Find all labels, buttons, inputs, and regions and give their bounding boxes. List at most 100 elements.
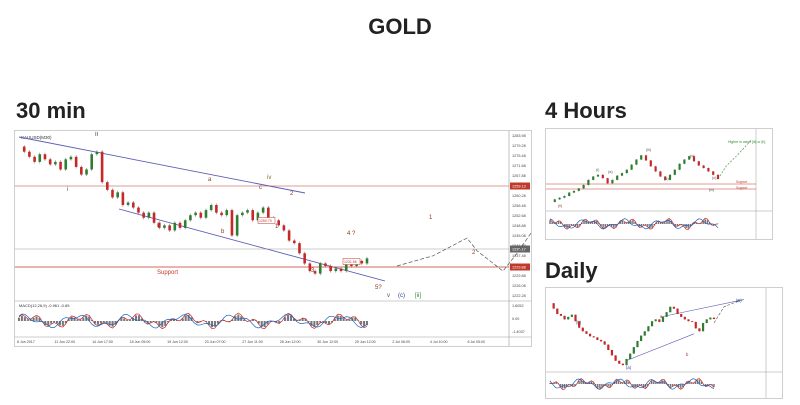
candle (654, 166, 657, 172)
wave-label: c (259, 185, 262, 191)
candle (365, 258, 369, 264)
candle (282, 225, 286, 231)
candle (650, 321, 654, 327)
price-tag-label: 1229.88 (512, 266, 526, 270)
price-tick-label: 1256.48 (512, 204, 526, 208)
inline-value-box (257, 217, 276, 224)
candle (625, 169, 628, 174)
candle (672, 306, 676, 309)
candle (643, 331, 646, 336)
trend-line (660, 299, 745, 318)
macd-tick-label: 1.6052 (512, 304, 524, 308)
price-tag-label: 1259.13 (512, 185, 526, 189)
candle (588, 333, 592, 337)
time-tick-label: 29 Jun 12:00 (355, 340, 376, 344)
price-tick-label: 1283.98 (512, 134, 526, 138)
candle (640, 335, 643, 341)
wave-label: 3 (311, 268, 315, 274)
candle (630, 164, 633, 170)
price-tick-label: 1248.88 (512, 224, 526, 228)
candle (277, 220, 281, 226)
candle (38, 154, 42, 162)
wave-label: (B) (736, 298, 742, 303)
candle (673, 169, 676, 175)
macd-tick-label: -1.4037 (512, 330, 525, 334)
candle (712, 171, 715, 175)
candle (669, 306, 672, 313)
support-label: Support (157, 270, 178, 276)
wave-label: 4 ? (347, 231, 356, 237)
wave-label: (iii) (646, 148, 652, 152)
wave-label: iii (157, 223, 161, 229)
candle (582, 184, 585, 189)
candle (644, 155, 648, 161)
candle (230, 210, 234, 236)
candle (599, 339, 603, 342)
candle (116, 192, 119, 198)
candle (668, 174, 672, 180)
candle (308, 263, 312, 272)
candle (251, 210, 255, 221)
wave-label: (c) (690, 154, 695, 158)
wave-label: 1 (429, 215, 433, 221)
candle (707, 168, 710, 172)
candle (287, 230, 291, 241)
price-tag (510, 182, 530, 190)
candle (661, 316, 665, 322)
candle (621, 363, 624, 366)
candle (688, 156, 691, 160)
candle (570, 314, 573, 317)
annotation-4h: Higher in wave [iii] or [b] (728, 140, 765, 144)
time-tick-label: 14 Jun 17:00 (92, 340, 113, 344)
candle (246, 210, 249, 213)
time-tick-label: 27 Jun 11:00 (242, 340, 263, 344)
macd-4h-signal (549, 217, 719, 230)
candle (33, 156, 36, 162)
candle (556, 308, 559, 314)
macd-label: MACD(12,26,9) -0.961 -0.65 (19, 303, 70, 308)
candle (614, 355, 617, 361)
candle (635, 159, 638, 165)
candle (111, 189, 114, 198)
candle (574, 314, 577, 322)
candle (334, 268, 338, 272)
candle (709, 317, 712, 320)
candle (603, 341, 606, 345)
wave-label: 1 (275, 224, 279, 230)
chart-30min-panel: XAUUSD(M30) 1283.98 1279.28 1275.48 1271.68… (14, 130, 532, 347)
candle (157, 222, 161, 228)
candle (261, 207, 265, 213)
inline-value-box (342, 258, 361, 265)
support-label: Support (736, 180, 747, 184)
time-tick-label: 6 Jul 05:00 (467, 340, 485, 344)
candle (339, 268, 343, 272)
candle (220, 212, 223, 216)
candle (632, 347, 635, 354)
candle (559, 314, 563, 316)
price-tick-label: 1237.48 (512, 254, 526, 258)
candle (558, 197, 561, 200)
candle (678, 163, 681, 170)
candle (676, 308, 679, 314)
candle (625, 359, 628, 366)
wave-label: ii (95, 131, 99, 138)
candle (142, 212, 145, 218)
wave-label: (b) (576, 320, 582, 325)
candle (28, 151, 31, 157)
candle (687, 319, 690, 322)
macd-daily-signal (549, 378, 715, 390)
candle (178, 222, 182, 228)
candle (698, 328, 701, 332)
candle (694, 321, 697, 329)
candle (683, 159, 686, 164)
candle (701, 323, 705, 332)
candle (680, 314, 683, 317)
time-tick-label: 2 Jul 06:00 (392, 340, 410, 344)
candle (74, 156, 78, 167)
candle (587, 179, 590, 185)
projection-path (717, 139, 753, 180)
wave-label: i (67, 187, 68, 193)
price-tick-label: 1229.88 (512, 274, 526, 278)
heading-daily: Daily (545, 258, 598, 283)
wave-label: (ii) (558, 204, 563, 208)
